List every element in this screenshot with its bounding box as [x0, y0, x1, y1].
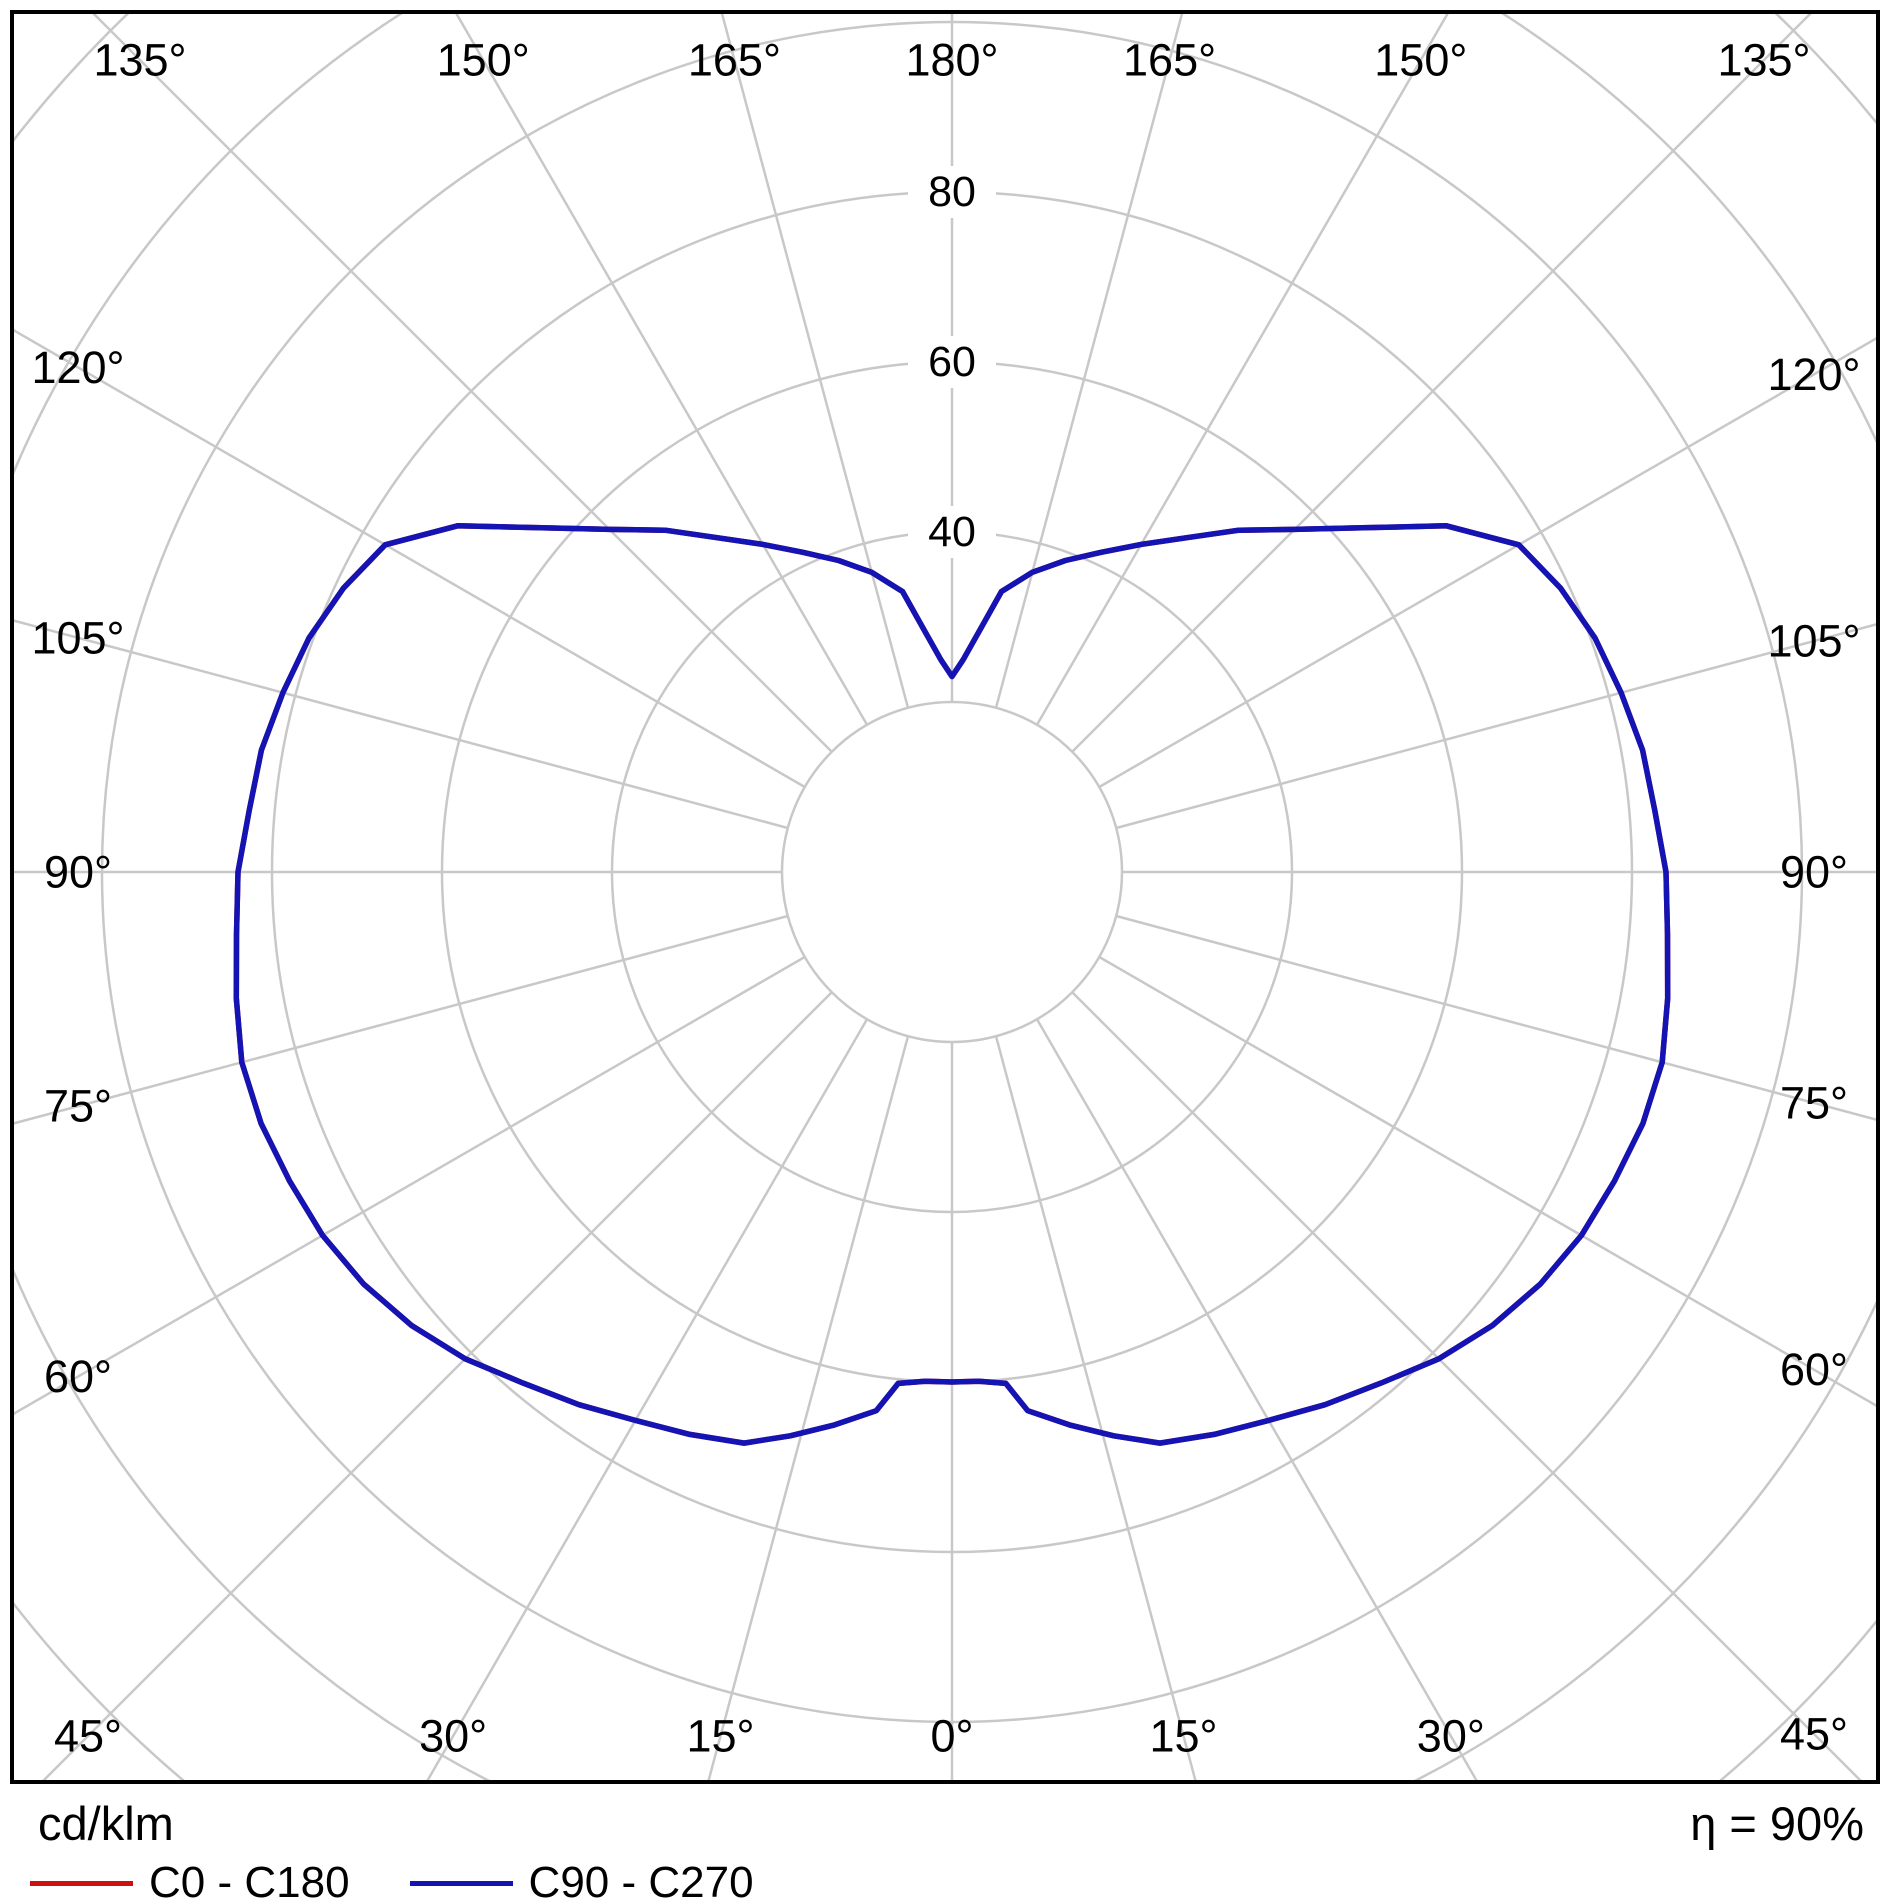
- polar-intensity-diagram: 40 60 80 180° 165° 165° 150° 150° 135° 135° 120° 12…: [14, 14, 1876, 1780]
- grid-spoke: [1116, 199, 1876, 828]
- angle-label: 165°: [688, 35, 781, 86]
- grid-spoke: [14, 916, 788, 1545]
- angle-label: 0°: [930, 1711, 973, 1762]
- angle-label: 165°: [1123, 35, 1216, 86]
- grid-spoke: [14, 14, 832, 752]
- ring-tick-label: 80: [928, 168, 976, 216]
- grid-spoke: [1099, 14, 1876, 787]
- grid-spoke: [279, 14, 908, 708]
- angle-label: 15°: [1149, 1711, 1217, 1762]
- legend-label-c90-c270: C90 - C270: [529, 1858, 754, 1900]
- angle-label: 120°: [1767, 349, 1860, 400]
- angle-label: 45°: [54, 1711, 122, 1762]
- legend-item-c0-c180: C0 - C180: [30, 1858, 350, 1900]
- angle-label: 15°: [686, 1711, 754, 1762]
- angle-label: 120°: [31, 342, 124, 393]
- angle-label: 45°: [1780, 1709, 1848, 1760]
- angle-label: 105°: [1767, 616, 1860, 667]
- angle-label: 150°: [1374, 35, 1467, 86]
- grid-spoke: [1037, 1019, 1876, 1780]
- angle-label: 75°: [1780, 1077, 1848, 1128]
- legend: C0 - C180 C90 - C270: [30, 1858, 754, 1900]
- efficiency-label: η = 90%: [1690, 1796, 1864, 1851]
- grid-spoke: [1072, 14, 1876, 752]
- grid-spoke: [1037, 14, 1876, 725]
- grid-spoke: [996, 14, 1625, 708]
- grid-spoke: [14, 199, 788, 828]
- footer: cd/klm η = 90%: [38, 1796, 1864, 1851]
- legend-item-c90-c270: C90 - C270: [410, 1858, 754, 1900]
- grid-spoke: [1116, 916, 1876, 1545]
- angle-label: 135°: [93, 35, 186, 86]
- c90-c270-line-swatch: [410, 1881, 513, 1886]
- angle-label: 180°: [905, 35, 998, 86]
- c0-c180-line-swatch: [30, 1881, 133, 1886]
- grid-spoke: [14, 14, 805, 787]
- photometric-diagram-page: 40 60 80 180° 165° 165° 150° 150° 135° 135° 120° 12…: [0, 0, 1900, 1900]
- grid-spoke: [1099, 957, 1876, 1780]
- polar-chart-frame: 40 60 80 180° 165° 165° 150° 150° 135° 135° 120° 12…: [10, 10, 1880, 1784]
- ring-tick-label: 60: [928, 338, 976, 386]
- angle-label: 30°: [419, 1711, 487, 1762]
- ring-tick-label: 40: [928, 508, 976, 556]
- angle-label: 90°: [1780, 847, 1848, 898]
- angle-label: 135°: [1717, 35, 1810, 86]
- grid-ring: [782, 702, 1122, 1042]
- angle-label: 30°: [1417, 1711, 1485, 1762]
- angle-label: 60°: [1780, 1344, 1848, 1395]
- angle-label: 60°: [44, 1351, 112, 1402]
- grid-spoke: [14, 957, 805, 1780]
- angle-label: 90°: [44, 847, 112, 898]
- legend-label-c0-c180: C0 - C180: [149, 1858, 350, 1900]
- angle-label: 105°: [31, 612, 124, 663]
- unit-label: cd/klm: [38, 1796, 174, 1851]
- angle-label: 75°: [44, 1081, 112, 1132]
- angle-label: 150°: [437, 35, 530, 86]
